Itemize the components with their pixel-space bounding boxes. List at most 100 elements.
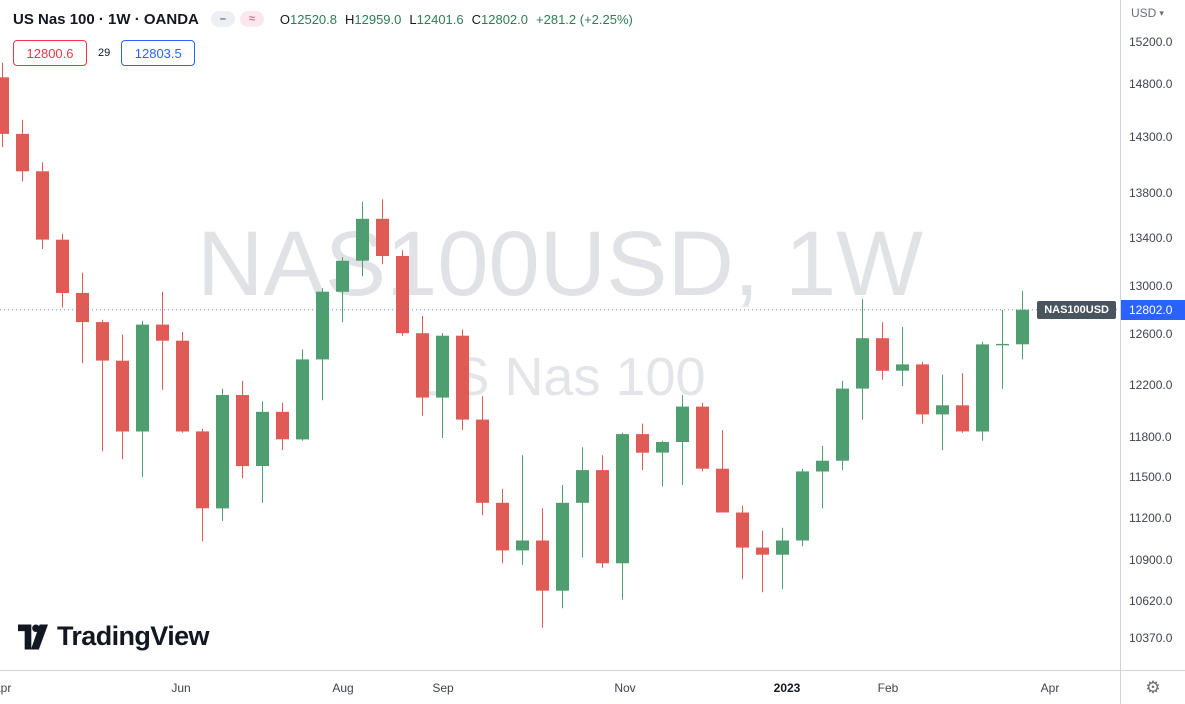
tradingview-logo[interactable]: TradingView xyxy=(18,621,210,652)
candle-body xyxy=(396,256,409,334)
price-tick-label: 11200.0 xyxy=(1129,511,1172,525)
currency-label: USD xyxy=(1131,6,1157,20)
time-axis[interactable]: Apr Jun Aug Sep Nov 2023 Feb Apr xyxy=(0,670,1120,704)
candle-body xyxy=(356,218,369,261)
price-axis[interactable]: USD ▾ 12802.0 15200.0 14800.0 14300.0 13800… xyxy=(1120,0,1185,670)
candle-body xyxy=(996,343,1009,346)
close-value: 12802.0 xyxy=(481,11,529,27)
candle-body xyxy=(936,405,949,415)
candle-body xyxy=(696,406,709,469)
tradingview-logo-icon xyxy=(18,624,48,649)
time-tick-label: Apr xyxy=(1040,680,1060,695)
candle-body xyxy=(716,468,729,513)
price-tick-label: 11800.0 xyxy=(1129,430,1172,444)
candle-body xyxy=(0,77,9,134)
candle-body xyxy=(916,364,929,415)
close-label: C xyxy=(471,11,482,27)
candle-body xyxy=(336,260,349,292)
candle-body xyxy=(756,547,769,555)
axis-corner: ⚙ xyxy=(1120,670,1185,704)
gear-icon[interactable]: ⚙ xyxy=(1145,678,1161,697)
time-tick-label: Feb xyxy=(877,680,899,695)
candle-body xyxy=(796,471,809,541)
candle-body xyxy=(536,540,549,591)
low-label: L xyxy=(409,11,417,27)
time-tick-label: 2023 xyxy=(773,680,801,695)
spread-value: 29 xyxy=(98,47,111,59)
candle-body xyxy=(636,434,649,453)
candle-body xyxy=(256,411,269,466)
time-tick-label: Apr xyxy=(0,680,12,695)
trade-buttons: 12800.6 29 12803.5 xyxy=(13,40,196,66)
tradingview-logo-text: TradingView xyxy=(57,621,210,651)
candle-body xyxy=(376,218,389,256)
time-tick-label: Jun xyxy=(171,680,191,695)
ohlc-readout: O12520.8 H12959.0 L12401.6 C12802.0 +281… xyxy=(280,12,641,27)
price-tick-label: 12200.0 xyxy=(1129,378,1173,392)
price-tick-label: 10900.0 xyxy=(1129,553,1173,567)
candle-body xyxy=(276,411,289,440)
candle-body xyxy=(16,133,29,172)
open-value: 12520.8 xyxy=(290,11,337,27)
price-tick-label: 11500.0 xyxy=(1129,470,1172,484)
last-price-badge: 12802.0 xyxy=(1121,300,1185,320)
time-tick-label: Sep xyxy=(432,680,454,695)
price-tick-label: 13400.0 xyxy=(1129,231,1173,245)
candle-body xyxy=(436,335,449,398)
candle-body xyxy=(896,364,909,371)
waves-status-icon[interactable]: ≈ xyxy=(239,11,264,27)
candle-body xyxy=(876,338,889,371)
candle-body xyxy=(1016,309,1029,345)
candle-body xyxy=(836,388,849,461)
candle-body xyxy=(956,405,969,432)
price-tick-label: 14300.0 xyxy=(1129,130,1173,144)
symbol-title[interactable]: US Nas 100 · 1W · OANDA xyxy=(13,10,199,28)
high-label: H xyxy=(345,11,355,27)
candle-body xyxy=(616,434,629,564)
candle-body xyxy=(656,442,669,453)
candle-body xyxy=(476,419,489,503)
price-tick-label: 10620.0 xyxy=(1129,594,1173,608)
open-label: O xyxy=(279,11,290,27)
price-line-symbol-badge: NAS100USD xyxy=(1037,301,1116,319)
dash-status-icon[interactable]: – xyxy=(210,11,235,27)
candle-body xyxy=(216,395,229,509)
sell-button[interactable]: 12800.6 xyxy=(13,40,87,66)
price-tick-label: 12600.0 xyxy=(1129,327,1173,341)
currency-selector[interactable]: USD ▾ xyxy=(1131,6,1164,20)
buy-button[interactable]: 12803.5 xyxy=(121,40,196,66)
price-tick-label: 13000.0 xyxy=(1129,279,1173,293)
candle-body xyxy=(576,470,589,503)
candle-body xyxy=(296,359,309,440)
candle-body xyxy=(416,333,429,398)
candle-body xyxy=(776,540,789,555)
price-tick-label: 13800.0 xyxy=(1129,186,1173,200)
price-tick-label: 14800.0 xyxy=(1129,77,1173,91)
price-tick-label: 10370.0 xyxy=(1129,631,1173,645)
candle-body xyxy=(316,291,329,360)
candle-body xyxy=(156,324,169,341)
chevron-down-icon: ▾ xyxy=(1159,7,1164,18)
candle-body xyxy=(736,512,749,548)
candle-body xyxy=(976,344,989,432)
candle-body xyxy=(676,406,689,442)
time-tick-label: Nov xyxy=(614,680,636,695)
candle-body xyxy=(96,322,109,361)
candle-body xyxy=(496,502,509,551)
price-tick-label: 15200.0 xyxy=(1129,35,1173,49)
candle-body xyxy=(196,431,209,509)
candle-body xyxy=(136,324,149,432)
candle-body xyxy=(56,239,69,293)
candle-body xyxy=(116,360,129,432)
change-value: +281.2 (+2.25%) xyxy=(536,11,633,27)
candle-body xyxy=(516,540,529,551)
status-icons: – ≈ xyxy=(210,11,264,27)
candle-body xyxy=(556,502,569,591)
chart-area[interactable]: NAS100USD, 1W US Nas 100 US Nas 100 · 1W… xyxy=(0,0,1120,670)
candle-body xyxy=(596,470,609,564)
low-value: 12401.6 xyxy=(416,11,464,27)
candle-body xyxy=(236,395,249,467)
chart-legend: US Nas 100 · 1W · OANDA – ≈ O12520.8 H12… xyxy=(13,8,641,30)
candlestick-chart-canvas[interactable] xyxy=(0,0,1120,670)
